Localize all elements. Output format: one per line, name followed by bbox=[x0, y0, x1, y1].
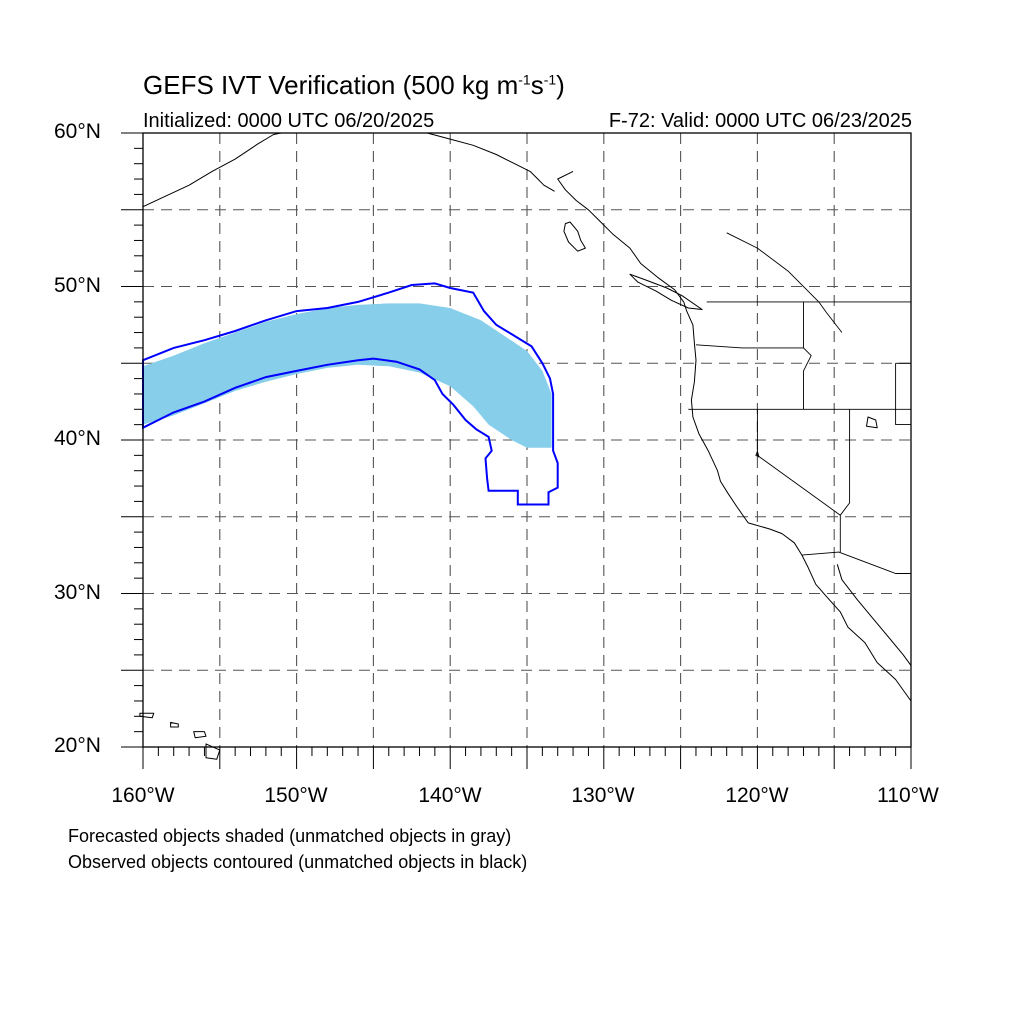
political-border bbox=[818, 301, 843, 333]
observed-ivt-contour bbox=[142, 282, 559, 506]
hawaii-island bbox=[139, 712, 155, 719]
valid-time: F-72: Valid: 0000 UTC 06/23/2025 bbox=[608, 110, 912, 132]
lon-label-130w: 130°W bbox=[571, 784, 635, 807]
southeast-alaska-coast bbox=[427, 132, 555, 192]
lon-label-160w: 160°W bbox=[111, 784, 175, 807]
map-frame bbox=[121, 132, 912, 769]
haida-gwaii-island bbox=[563, 221, 586, 252]
lat-label-30n: 30°N bbox=[54, 581, 101, 604]
lon-label-110w: 110°W bbox=[877, 784, 939, 807]
forecast-ivt-object bbox=[143, 303, 552, 448]
hawaii-island bbox=[193, 731, 207, 739]
lon-label-140w: 140°W bbox=[418, 784, 482, 807]
political-border bbox=[695, 344, 804, 349]
lon-label-150w: 150°W bbox=[264, 784, 328, 807]
lake-outline bbox=[866, 416, 878, 429]
geography-layer bbox=[139, 132, 912, 760]
forecast-object-layer bbox=[143, 303, 552, 448]
forecast-note: Forecasted objects shaded (unmatched obj… bbox=[68, 826, 512, 846]
gulf-of-california-coast bbox=[836, 564, 912, 666]
lat-label-60n: 60°N bbox=[54, 120, 101, 143]
chart-title: GEFS IVT Verification (500 kg m-1s-1) bbox=[143, 70, 565, 100]
political-border bbox=[839, 409, 851, 516]
political-border bbox=[726, 232, 820, 303]
observed-note: Observed objects contoured (unmatched ob… bbox=[68, 852, 528, 872]
west-coastline bbox=[557, 170, 912, 702]
hawaii-island bbox=[205, 743, 221, 760]
lat-label-40n: 40°N bbox=[54, 427, 101, 450]
lat-label-20n: 20°N bbox=[54, 734, 101, 757]
political-border bbox=[803, 301, 812, 410]
political-border bbox=[895, 363, 911, 426]
political-border bbox=[756, 409, 841, 553]
lon-label-120w: 120°W bbox=[725, 784, 789, 807]
lat-label-50n: 50°N bbox=[54, 274, 101, 297]
hawaii-island bbox=[170, 721, 179, 728]
initialized-time: Initialized: 0000 UTC 06/20/2025 bbox=[143, 110, 435, 132]
observed-object-layer bbox=[142, 282, 559, 506]
alaska-coastline bbox=[142, 132, 282, 208]
political-border bbox=[801, 551, 911, 574]
vancouver-island bbox=[629, 273, 703, 310]
lake-outline bbox=[755, 451, 760, 458]
